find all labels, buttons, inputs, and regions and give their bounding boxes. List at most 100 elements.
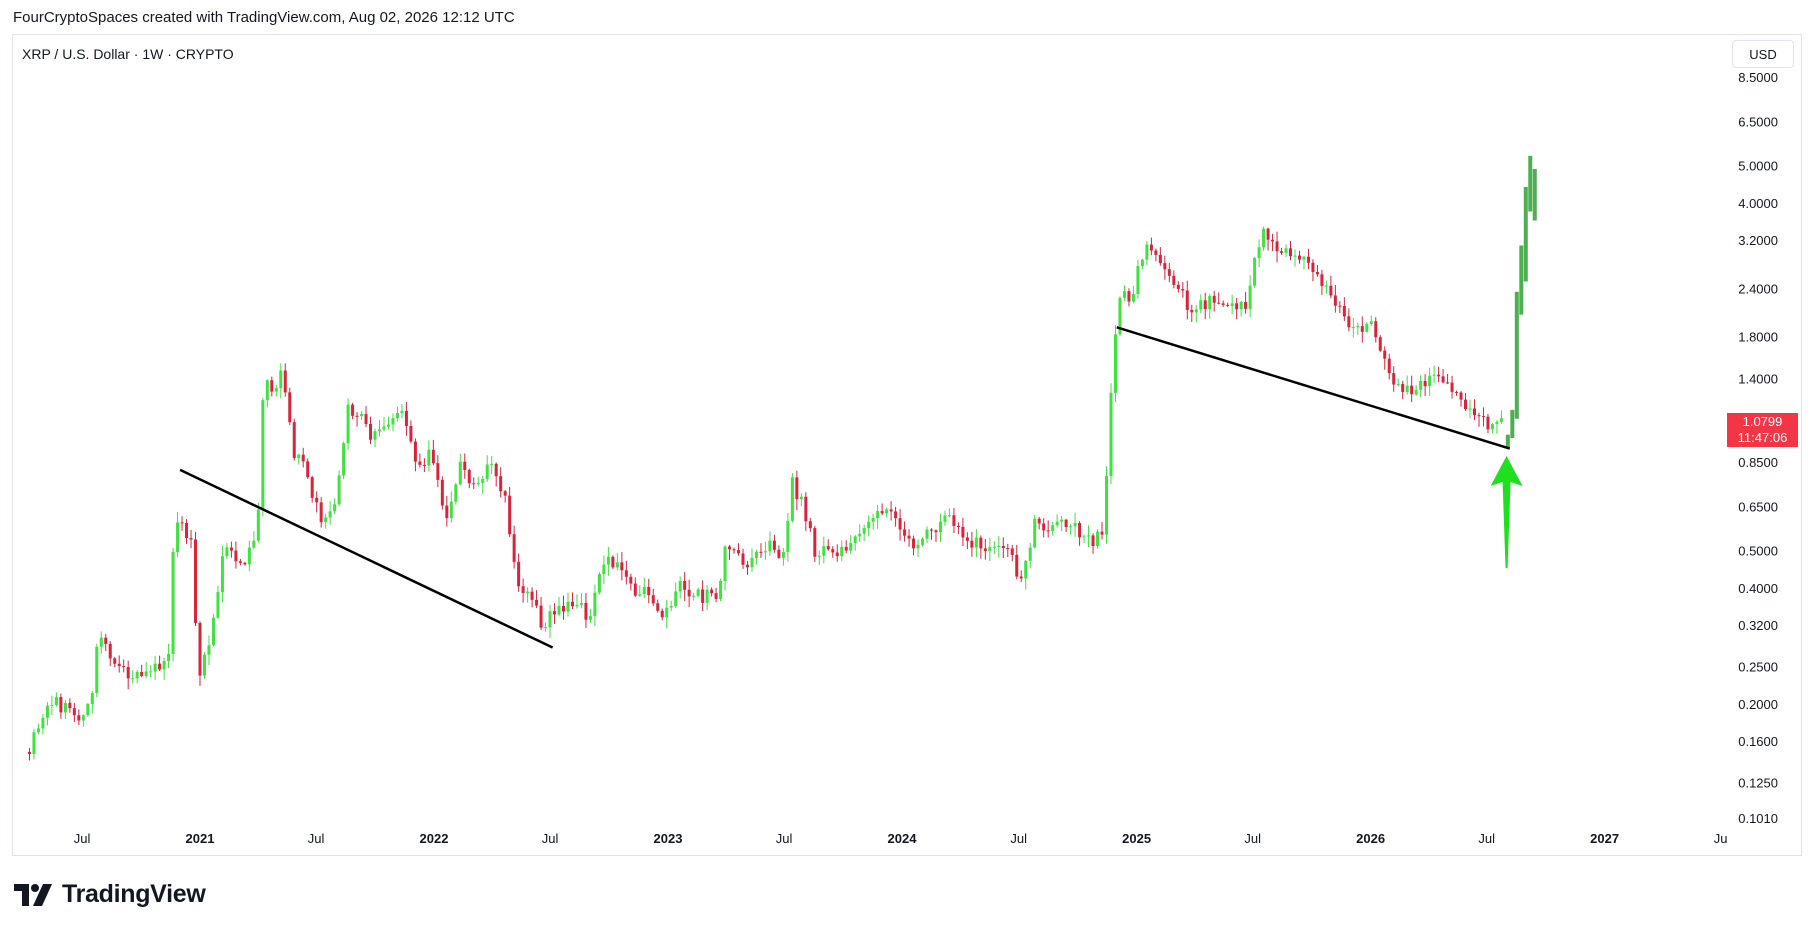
candle-down	[1078, 521, 1082, 546]
candle-up	[947, 508, 951, 518]
price-tick-label: 0.1250	[1738, 775, 1778, 790]
candle-up	[395, 406, 399, 422]
candle-down	[952, 507, 956, 534]
candle-up	[342, 441, 346, 480]
symbol-title[interactable]: XRP / U.S. Dollar · 1W · CRYPTO	[22, 46, 234, 62]
candle-up	[781, 547, 785, 566]
candle-up	[1257, 239, 1261, 267]
candle-down	[364, 406, 368, 427]
candle-up	[346, 398, 350, 450]
candle-up	[1365, 322, 1369, 333]
candle-up	[36, 723, 40, 735]
candle-down	[1190, 304, 1194, 322]
candle-down	[104, 633, 108, 652]
candle-up	[176, 511, 180, 557]
candle-down	[270, 376, 274, 397]
candle-down	[1450, 375, 1454, 399]
candle-down	[1271, 233, 1275, 252]
candle-down	[1154, 248, 1158, 262]
candle-down	[1423, 374, 1427, 396]
candle-up	[247, 540, 251, 572]
projection-bar	[1523, 186, 1528, 282]
price-tick-label: 5.0000	[1738, 159, 1778, 174]
candle-down	[521, 578, 525, 603]
trendline[interactable]	[179, 468, 554, 649]
candle-down	[445, 495, 449, 527]
price-tick-label: 0.1010	[1738, 811, 1778, 826]
currency-button[interactable]: USD	[1732, 40, 1794, 68]
candle-up	[1468, 399, 1472, 419]
candle-up	[427, 440, 431, 472]
candle-up	[692, 592, 696, 601]
candle-down	[1315, 264, 1319, 277]
candle-up	[705, 585, 709, 611]
candle-up	[207, 635, 211, 666]
candle-down	[714, 587, 718, 603]
up-arrow-icon[interactable]	[1490, 456, 1523, 569]
time-tick-label: Jul	[1244, 831, 1261, 846]
candle-up	[63, 699, 67, 720]
candle-down	[683, 572, 687, 601]
candle-up	[925, 526, 929, 544]
candle-up	[90, 691, 94, 714]
candle-down	[1459, 390, 1463, 407]
time-tick-label: 2024	[888, 831, 918, 846]
candle-up	[1145, 241, 1149, 266]
candle-up	[1324, 280, 1328, 294]
candle-down	[570, 592, 574, 610]
candle-down	[436, 455, 440, 488]
candle-up	[1262, 226, 1266, 251]
candle-up	[1087, 525, 1091, 548]
candle-up	[871, 513, 875, 530]
candle-down	[72, 703, 76, 723]
candle-up	[1136, 260, 1140, 299]
candle-down	[1100, 522, 1104, 540]
candle-down	[1410, 375, 1414, 403]
candle-down	[1392, 366, 1396, 392]
candle-down	[1387, 353, 1391, 380]
candle-up	[171, 547, 175, 662]
candle-down	[1289, 240, 1293, 261]
candle-up	[449, 491, 453, 523]
candle-up	[1490, 423, 1494, 434]
candle-down	[472, 477, 476, 490]
candle-up	[1069, 523, 1073, 535]
time-tick-label: 2027	[1590, 831, 1619, 846]
candle-up	[750, 548, 754, 572]
candle-down	[369, 416, 373, 445]
time-tick-label: Jul	[1478, 831, 1495, 846]
time-tick-label: Jul	[776, 831, 793, 846]
candle-up	[588, 608, 592, 623]
candle-down	[831, 546, 835, 558]
candle-up	[1405, 375, 1409, 395]
price-tick-label: 0.3200	[1738, 618, 1778, 633]
candle-up	[256, 502, 260, 543]
candle-down	[660, 608, 664, 621]
candle-up	[1033, 514, 1037, 549]
candle-down	[463, 453, 467, 479]
candle-up	[1351, 317, 1355, 338]
candle-up	[216, 585, 220, 619]
candle-up	[1060, 515, 1064, 532]
candle-down	[894, 506, 898, 527]
candle-down	[1342, 297, 1346, 321]
price-tick-label: 3.2000	[1738, 233, 1778, 248]
candle-down	[934, 529, 938, 542]
candle-up	[992, 541, 996, 554]
candle-up	[867, 515, 871, 537]
candle-down	[1383, 346, 1387, 370]
candle-down	[1037, 516, 1041, 530]
candle-up	[337, 470, 341, 507]
candle-up	[642, 577, 646, 599]
candle-up	[602, 555, 606, 584]
tradingview-logo[interactable]: TradingView	[14, 880, 206, 909]
candle-down	[189, 529, 193, 549]
candle-down	[283, 363, 287, 397]
trendline[interactable]	[1116, 326, 1511, 450]
time-tick-label: 2026	[1356, 831, 1385, 846]
price-tick-label: 1.4000	[1738, 371, 1778, 386]
candle-up	[638, 585, 642, 598]
candle-down	[1158, 247, 1162, 266]
candle-up	[1302, 255, 1306, 270]
